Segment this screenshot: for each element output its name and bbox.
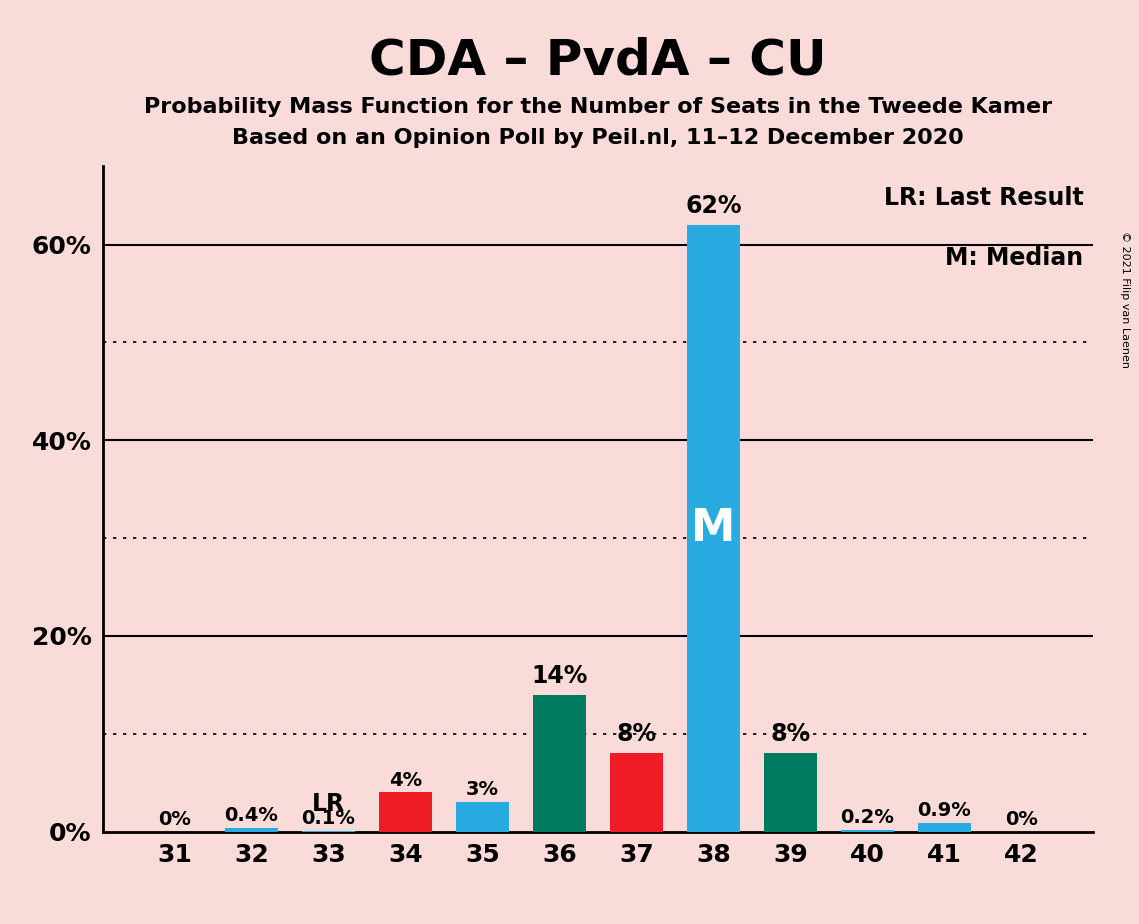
Text: 0%: 0% bbox=[158, 809, 191, 829]
Text: 0%: 0% bbox=[1005, 809, 1038, 829]
Text: 0.2%: 0.2% bbox=[841, 808, 894, 827]
Bar bbox=[302, 831, 355, 832]
Bar bbox=[918, 822, 972, 832]
Text: 0.9%: 0.9% bbox=[918, 801, 972, 820]
Text: 8%: 8% bbox=[770, 723, 811, 747]
Bar bbox=[224, 828, 278, 832]
Text: 14%: 14% bbox=[531, 663, 588, 687]
Bar bbox=[687, 225, 740, 832]
Bar bbox=[533, 695, 587, 832]
Text: 0.1%: 0.1% bbox=[302, 808, 355, 828]
Bar bbox=[763, 753, 818, 832]
Text: 0.4%: 0.4% bbox=[224, 806, 278, 825]
Text: LR: Last Result: LR: Last Result bbox=[884, 187, 1083, 211]
Bar bbox=[609, 753, 663, 832]
Text: Probability Mass Function for the Number of Seats in the Tweede Kamer: Probability Mass Function for the Number… bbox=[144, 97, 1052, 117]
Text: M: M bbox=[691, 506, 736, 550]
Text: CDA – PvdA – CU: CDA – PvdA – CU bbox=[369, 37, 827, 85]
Text: 62%: 62% bbox=[686, 194, 741, 218]
Text: 4%: 4% bbox=[388, 771, 423, 789]
Text: Based on an Opinion Poll by Peil.nl, 11–12 December 2020: Based on an Opinion Poll by Peil.nl, 11–… bbox=[232, 128, 964, 148]
Text: LR: LR bbox=[312, 792, 345, 816]
Text: 8%: 8% bbox=[616, 723, 656, 747]
Text: M: Median: M: Median bbox=[945, 246, 1083, 270]
Bar bbox=[456, 802, 509, 832]
Text: 3%: 3% bbox=[466, 780, 499, 799]
Text: © 2021 Filip van Laenen: © 2021 Filip van Laenen bbox=[1120, 231, 1130, 368]
Bar bbox=[841, 830, 894, 832]
Bar bbox=[378, 793, 433, 832]
